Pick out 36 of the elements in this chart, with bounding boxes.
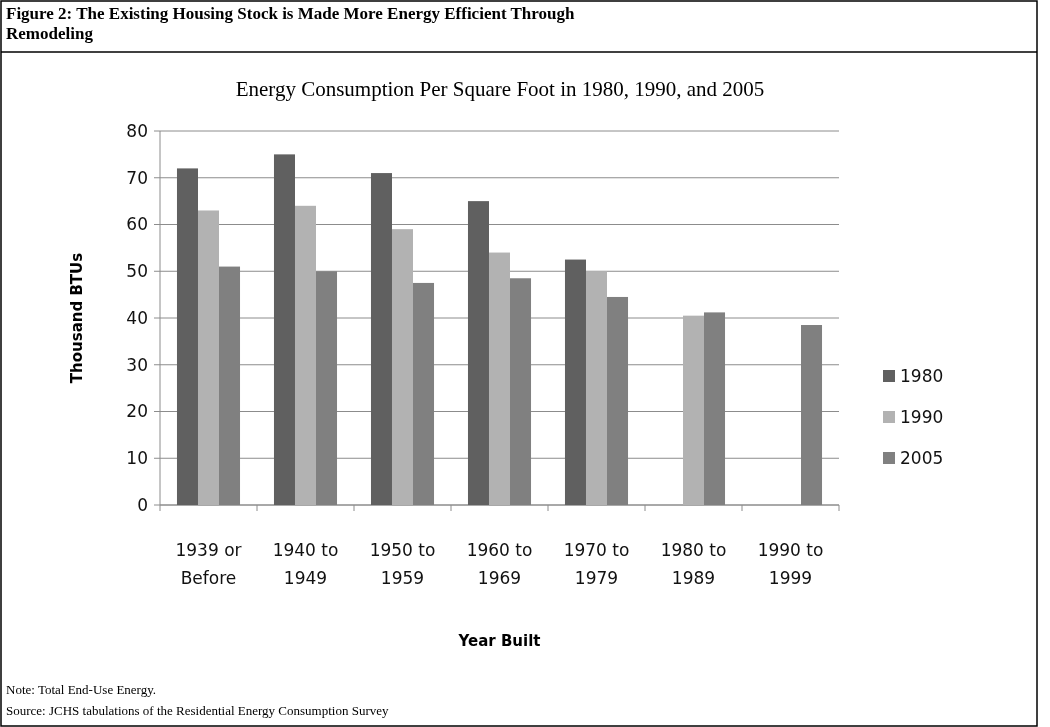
x-axis-title: Year Built [457, 632, 541, 650]
x-tick-label: 1980 to 1989 [660, 540, 727, 588]
y-tick-label: 50 [126, 261, 148, 282]
x-tick-label: 1960 to 1969 [466, 540, 533, 588]
legend-label: 2005 [900, 447, 944, 468]
y-axis-title: Thousand BTUs [68, 252, 86, 384]
x-tick-label: 1939 or Before [175, 540, 242, 588]
bar [370, 173, 392, 505]
y-tick-label: 60 [126, 214, 148, 235]
bar [197, 210, 220, 505]
bar [391, 229, 414, 505]
y-tick-label: 20 [126, 401, 148, 422]
bar [564, 259, 586, 505]
chart-title: Figure 2: The Existing Housing Stock is Made More Energy Efficient Through Remodeling [6, 4, 575, 43]
x-tick-label: 1950 to 1959 [369, 540, 436, 588]
y-tick-label: 80 [126, 120, 148, 141]
y-tick-label: 40 [126, 307, 148, 328]
legend-label: 1990 [900, 406, 944, 427]
bar [488, 252, 511, 505]
y-tick-label: 0 [137, 494, 148, 515]
chart-subtitle: Energy Consumption Per Square Foot in 1980, 1990, and 2005 [235, 77, 765, 101]
x-tick-label: 1970 to 1979 [563, 540, 630, 588]
x-tick-label: 1990 to 1999 [757, 540, 824, 588]
bar [585, 271, 608, 505]
bar [176, 168, 198, 505]
bar [294, 205, 317, 505]
bar [273, 154, 295, 505]
text: Note: Total End-Use Energy. [6, 682, 157, 697]
source-note: Source: JCHS tabulations of the Residential Energy Consumption Survey [6, 703, 389, 718]
bar [467, 201, 489, 505]
y-tick-label: 10 [126, 448, 148, 469]
y-tick-label: 70 [126, 167, 148, 188]
legend-label: 1980 [900, 365, 944, 386]
bar [682, 315, 705, 505]
y-tick-label: 30 [126, 354, 148, 375]
x-tick-label: 1940 to 1949 [272, 540, 339, 588]
